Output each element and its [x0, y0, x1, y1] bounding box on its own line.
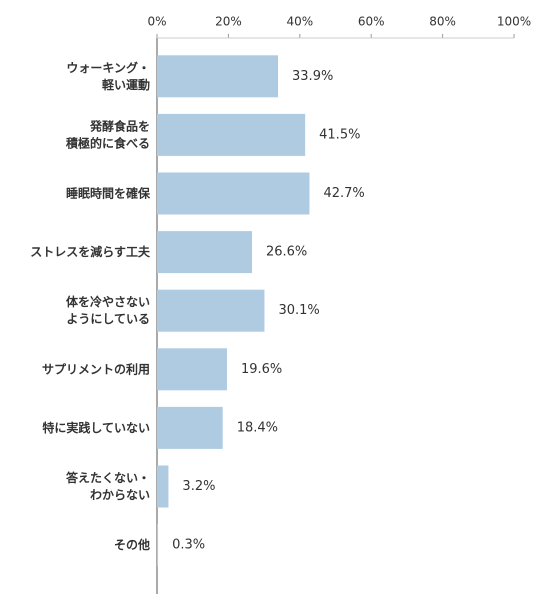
bar	[157, 55, 279, 98]
category-label: ストレスを減らす工夫	[30, 244, 151, 259]
value-label: 26.6%	[266, 245, 307, 260]
bar	[157, 172, 310, 215]
x-tick-label: 60%	[358, 15, 385, 29]
value-label: 18.4%	[237, 420, 278, 435]
category-label: 特に実践していない	[42, 419, 150, 434]
category-label: 答えたくない・わからない	[66, 470, 150, 502]
value-label: 30.1%	[278, 303, 319, 318]
x-tick-label: 40%	[286, 15, 313, 29]
bar	[157, 113, 306, 156]
bar	[157, 465, 169, 508]
value-label: 0.3%	[172, 538, 205, 553]
x-tick-label: 100%	[497, 15, 531, 29]
category-label: その他	[114, 537, 150, 552]
category-label: 体を冷やさないようにしている	[66, 294, 150, 326]
bar	[157, 524, 159, 567]
value-label: 41.5%	[319, 127, 360, 142]
category-label: ウォーキング・軽い運動	[66, 59, 150, 91]
x-tick-label: 20%	[215, 15, 242, 29]
category-label: 睡眠時間を確保	[66, 185, 151, 200]
value-label: 42.7%	[323, 186, 364, 201]
value-label: 3.2%	[182, 479, 215, 494]
x-tick-label: 0%	[147, 15, 166, 29]
bar	[157, 406, 223, 449]
value-label: 33.9%	[292, 69, 333, 84]
bar	[157, 231, 252, 274]
category-label: サプリメントの利用	[42, 361, 150, 376]
bar	[157, 348, 227, 391]
x-tick-label: 80%	[429, 15, 456, 29]
bar	[157, 289, 265, 332]
value-label: 19.6%	[241, 362, 282, 377]
category-label: 発酵食品を積極的に食べる	[65, 118, 150, 150]
